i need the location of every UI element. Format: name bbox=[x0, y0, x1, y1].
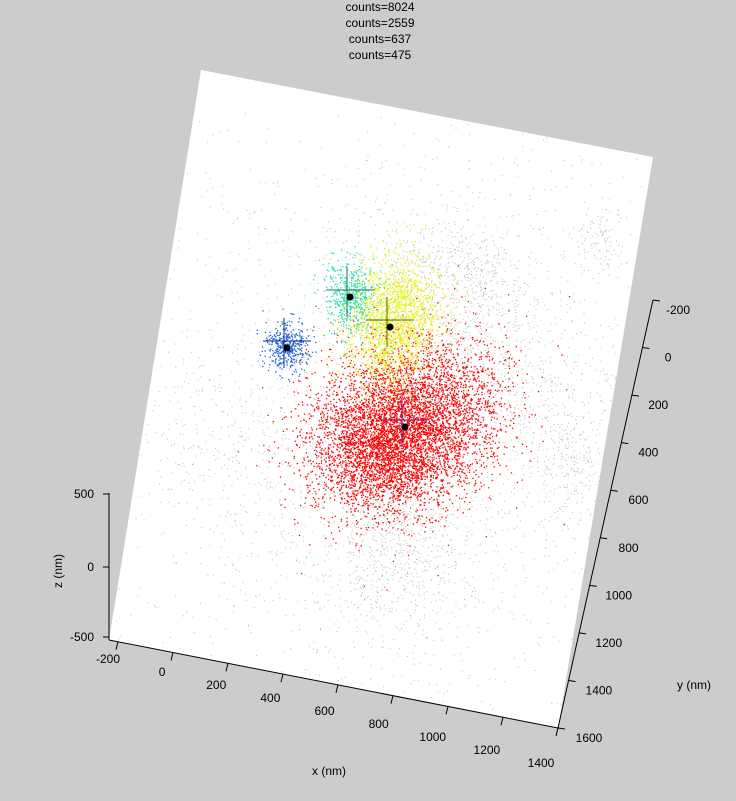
y-tick-mark bbox=[652, 299, 661, 302]
x-tick-label: -200 bbox=[96, 652, 120, 666]
y-tick-mark bbox=[557, 727, 566, 730]
y-ticks: -200 0 200 400 600 800 1000 1200 1400 1600 bbox=[557, 299, 690, 745]
y-axis-label: y (nm) bbox=[677, 678, 711, 692]
blue-centroid bbox=[263, 318, 311, 368]
y-tick-mark bbox=[642, 347, 650, 350]
y-tick-mark bbox=[610, 489, 618, 492]
red-cluster-points bbox=[286, 372, 489, 577]
title-line-2: counts=2559 bbox=[345, 16, 415, 30]
y-tick-label: 1400 bbox=[586, 683, 613, 697]
plot-face bbox=[109, 70, 653, 728]
x-tick-label: 800 bbox=[369, 717, 389, 731]
y-tick-mark bbox=[589, 584, 597, 587]
x-axis-line bbox=[108, 639, 559, 729]
title-line-3: counts=637 bbox=[348, 32, 412, 46]
y-tick-label: 1600 bbox=[576, 731, 603, 745]
x-tick-label: 400 bbox=[260, 691, 280, 705]
x-tick-label: 600 bbox=[314, 704, 334, 718]
y-axis-line bbox=[557, 299, 654, 729]
title-line-1: counts=8024 bbox=[345, 0, 415, 14]
y-tick-mark bbox=[621, 442, 629, 445]
x-tick-mark bbox=[280, 673, 284, 683]
cluster-centroids bbox=[263, 267, 429, 447]
y-tick-mark bbox=[631, 394, 639, 397]
z-tick-label: 500 bbox=[74, 487, 94, 501]
x-tick-mark bbox=[390, 695, 394, 704]
y-tick-mark bbox=[579, 632, 587, 635]
x-ticks: -200 0 200 400 600 800 1000 1200 1400 bbox=[96, 641, 559, 770]
y-tick-label: 1000 bbox=[605, 588, 632, 602]
x-tick-mark bbox=[115, 641, 119, 650]
y-tick-mark bbox=[600, 537, 608, 540]
y-tick-label: 200 bbox=[648, 398, 668, 412]
title-line-4: counts=475 bbox=[348, 48, 412, 62]
y-tick-label: 800 bbox=[619, 541, 639, 555]
y-tick-label: -200 bbox=[666, 303, 690, 317]
x-tick-label: 1000 bbox=[419, 730, 446, 744]
x-tick-mark bbox=[335, 684, 339, 694]
z-axis-label: z (nm) bbox=[51, 554, 65, 588]
blue-cluster-points bbox=[256, 305, 336, 382]
z-ticks: 500 0 -500 bbox=[70, 487, 109, 644]
x-tick-label: 1400 bbox=[528, 756, 555, 770]
x-tick-label: 1200 bbox=[474, 743, 501, 757]
yellow-centroid bbox=[366, 297, 414, 347]
cyan-centroid bbox=[326, 267, 374, 317]
z-tick-label: -500 bbox=[70, 630, 94, 644]
x-tick-mark bbox=[445, 706, 449, 715]
cyan-cluster-points bbox=[312, 246, 393, 356]
y-tick-label: 1200 bbox=[595, 636, 622, 650]
y-tick-label: 600 bbox=[628, 493, 648, 507]
z-tick-label: 0 bbox=[87, 560, 94, 574]
x-axis-label: x (nm) bbox=[312, 764, 346, 778]
x-tick-mark bbox=[500, 717, 504, 726]
y-tick-mark bbox=[568, 679, 576, 682]
y-tick-label: 0 bbox=[665, 351, 672, 365]
y-tick-label: 400 bbox=[638, 446, 658, 460]
x-tick-mark bbox=[170, 652, 174, 661]
x-tick-mark bbox=[225, 663, 229, 672]
red-centroid bbox=[381, 397, 429, 447]
x-tick-label: 200 bbox=[206, 678, 226, 692]
x-tick-mark bbox=[555, 727, 559, 737]
x-tick-label: 0 bbox=[159, 665, 166, 679]
